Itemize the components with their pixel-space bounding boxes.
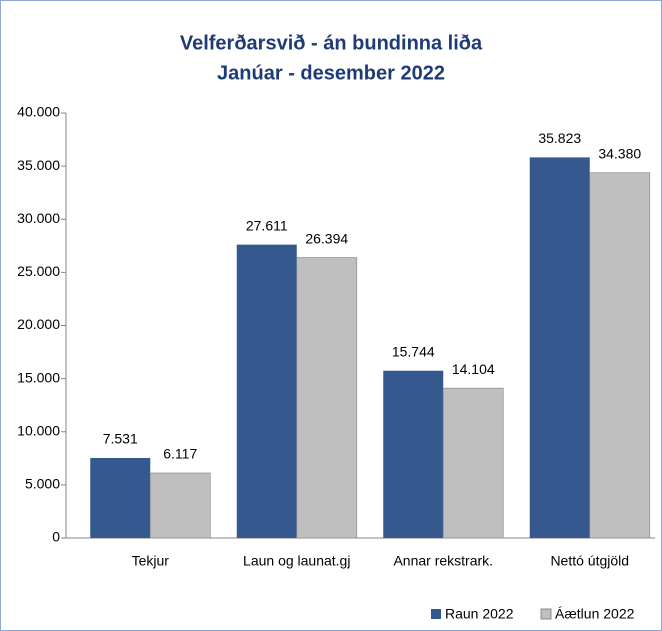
bar <box>383 370 444 538</box>
x-tick-label: Laun og launat.gj <box>243 553 350 569</box>
y-tick-label: 20.000 <box>17 316 60 332</box>
bar <box>90 457 151 538</box>
y-tick-label: 5.000 <box>25 476 60 492</box>
value-label: 14.104 <box>452 361 495 377</box>
y-tick-label: 10.000 <box>17 422 60 438</box>
x-tick-label: Nettó útgjöld <box>550 553 629 569</box>
legend-swatch <box>540 608 552 620</box>
value-label: 27.611 <box>246 217 288 233</box>
x-tick-label: Tekjur <box>132 553 170 569</box>
chart-title: Velferðarsvið - án bundinna liða <box>180 32 483 54</box>
bar <box>296 257 358 539</box>
value-label: 6.117 <box>163 446 197 462</box>
x-tick-label: Annar rekstrark. <box>393 553 493 569</box>
value-label: 35.823 <box>538 130 581 146</box>
legend-label: Áætlun 2022 <box>555 606 635 622</box>
value-label: 26.394 <box>305 230 348 246</box>
legend-swatch <box>431 609 441 619</box>
y-tick-label: 30.000 <box>17 210 60 226</box>
y-tick-label: 25.000 <box>17 263 60 279</box>
bar <box>149 472 211 539</box>
bar <box>589 172 651 539</box>
bar <box>236 244 297 538</box>
value-label: 34.380 <box>598 145 641 161</box>
legend-label: Raun 2022 <box>445 606 514 622</box>
y-tick-label: 15.000 <box>17 369 60 385</box>
y-tick-label: 35.000 <box>17 157 60 173</box>
y-tick-label: 40.000 <box>17 104 60 120</box>
y-tick-label: 0 <box>52 529 60 545</box>
chart-subtitle: Janúar - desember 2022 <box>217 62 445 84</box>
bar <box>442 387 504 539</box>
value-label: 7.531 <box>103 431 138 447</box>
bar <box>529 157 590 539</box>
value-label: 15.744 <box>392 343 435 359</box>
